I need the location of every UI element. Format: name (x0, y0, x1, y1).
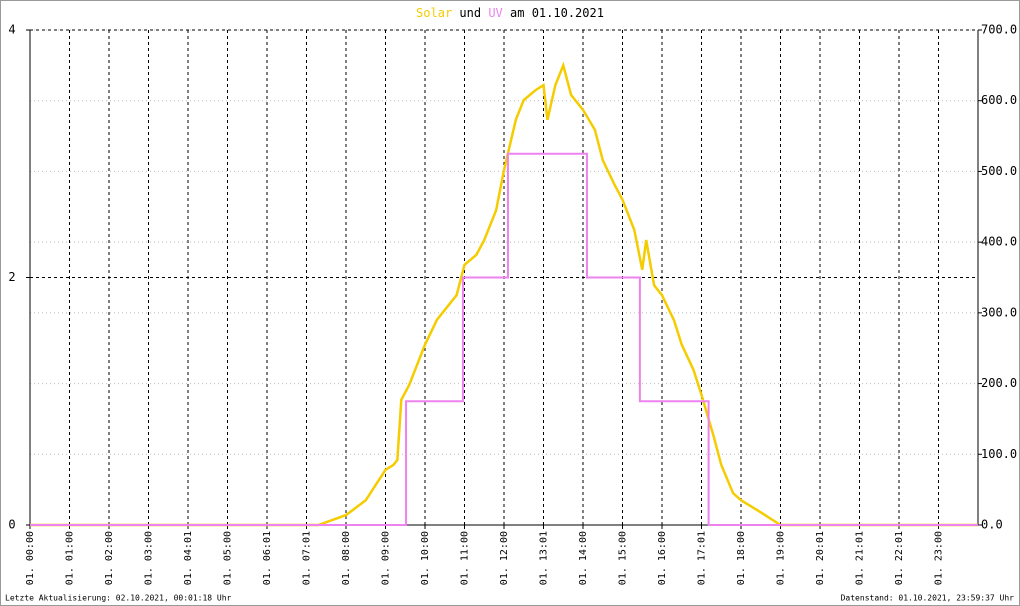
title-uv: UV (488, 6, 502, 20)
x-tick-label: 01. 16:00 (657, 531, 668, 585)
y2-tick-label: 700.0 (981, 23, 1017, 37)
x-tick-label: 01. 15:00 (618, 531, 629, 585)
series-line (30, 152, 978, 526)
x-tick-label: 01. 13:01 (539, 531, 550, 585)
y2-tick-label: 600.0 (981, 93, 1017, 107)
x-tick-label: 01. 10:00 (420, 531, 431, 585)
x-tick-label: 01. 08:00 (341, 531, 352, 585)
x-tick-label: 01. 20:01 (815, 531, 826, 585)
x-tick-label: 01. 12:00 (499, 531, 510, 585)
y2-tick-label: 0.0 (981, 518, 1003, 532)
x-tick-label: 01. 22:01 (894, 531, 905, 585)
x-tick-label: 01. 05:00 (223, 531, 234, 585)
x-tick-label: 01. 19:00 (776, 531, 787, 585)
x-tick-label: 01. 11:00 (460, 531, 471, 585)
x-tick-label: 01. 14:00 (578, 531, 589, 585)
footer-left: Letzte Aktualisierung: 02.10.2021, 00:01… (5, 594, 232, 603)
title-connector: und (459, 6, 481, 20)
x-tick-label: 01. 17:01 (697, 531, 708, 585)
x-tick-label: 01. 02:00 (104, 531, 115, 585)
y2-tick-label: 500.0 (981, 164, 1017, 178)
y2-tick-label: 400.0 (981, 235, 1017, 249)
y-tick-label: 2 (8, 270, 15, 284)
x-tick-label: 01. 07:01 (302, 531, 313, 585)
x-tick-label: 01. 18:00 (736, 531, 747, 585)
x-tick-label: 01. 00:00 (25, 531, 36, 585)
series-line (30, 61, 978, 527)
x-tick-label: 01. 06:01 (262, 531, 273, 585)
title-solar: Solar (416, 6, 452, 20)
x-tick-label: 01. 23:00 (934, 531, 945, 585)
footer-right: Datenstand: 01.10.2021, 23:59:37 Uhr (841, 594, 1015, 603)
y2-tick-label: 100.0 (981, 447, 1017, 461)
x-tick-label: 01. 09:00 (381, 531, 392, 585)
y-tick-label: 0 (8, 518, 15, 532)
title-date: am 01.10.2021 (510, 6, 604, 20)
chart-title: Solar und UV am 01.10.2021 (416, 6, 604, 20)
x-tick-label: 01. 03:00 (144, 531, 155, 585)
x-tick-label: 01. 21:01 (855, 531, 866, 585)
x-tick-label: 01. 01:00 (65, 531, 76, 585)
y-tick-label: 4 (8, 23, 15, 37)
y2-tick-label: 300.0 (981, 305, 1017, 319)
y2-tick-label: 200.0 (981, 376, 1017, 390)
x-tick-label: 01. 04:01 (183, 531, 194, 585)
